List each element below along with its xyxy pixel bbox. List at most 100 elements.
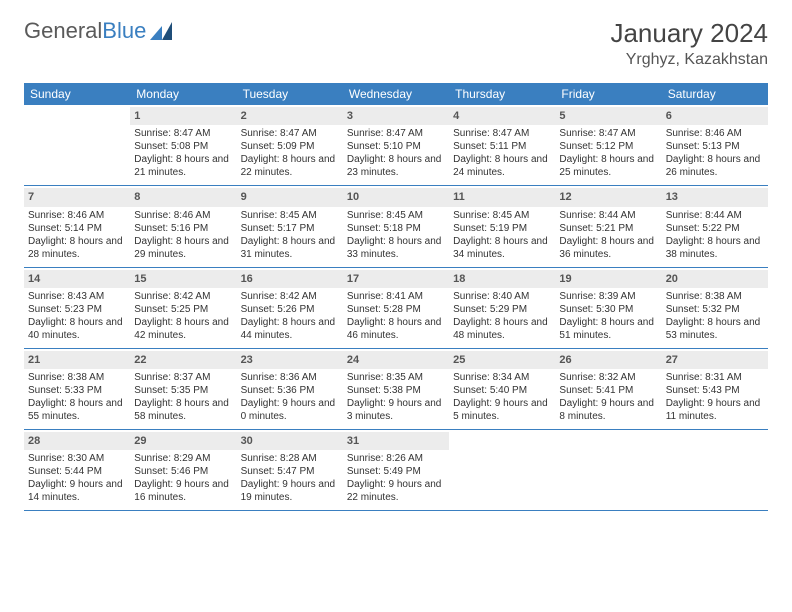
sunrise-line: Sunrise: 8:39 AM xyxy=(559,290,657,303)
day-number: 1 xyxy=(130,107,236,125)
week-row: 28Sunrise: 8:30 AMSunset: 5:44 PMDayligh… xyxy=(24,430,768,511)
sunset-line: Sunset: 5:13 PM xyxy=(666,140,764,153)
sunset-line: Sunset: 5:38 PM xyxy=(347,384,445,397)
day-cell: 2Sunrise: 8:47 AMSunset: 5:09 PMDaylight… xyxy=(237,105,343,185)
daylight-line: Daylight: 8 hours and 51 minutes. xyxy=(559,316,657,342)
daylight-line: Daylight: 8 hours and 24 minutes. xyxy=(453,153,551,179)
day-cell: 16Sunrise: 8:42 AMSunset: 5:26 PMDayligh… xyxy=(237,268,343,348)
day-header: Tuesday xyxy=(237,83,343,105)
day-number: 17 xyxy=(343,270,449,288)
day-cell: 23Sunrise: 8:36 AMSunset: 5:36 PMDayligh… xyxy=(237,349,343,429)
daylight-line: Daylight: 8 hours and 36 minutes. xyxy=(559,235,657,261)
sunset-line: Sunset: 5:11 PM xyxy=(453,140,551,153)
day-number: 13 xyxy=(662,188,768,206)
day-cell: 21Sunrise: 8:38 AMSunset: 5:33 PMDayligh… xyxy=(24,349,130,429)
day-cell: 10Sunrise: 8:45 AMSunset: 5:18 PMDayligh… xyxy=(343,186,449,266)
day-header-row: SundayMondayTuesdayWednesdayThursdayFrid… xyxy=(24,83,768,105)
location: Yrghyz, Kazakhstan xyxy=(610,51,768,69)
logo: GeneralBlue xyxy=(24,18,172,44)
sunrise-line: Sunrise: 8:29 AM xyxy=(134,452,232,465)
sunset-line: Sunset: 5:17 PM xyxy=(241,222,339,235)
sunrise-line: Sunrise: 8:45 AM xyxy=(453,209,551,222)
sunrise-line: Sunrise: 8:34 AM xyxy=(453,371,551,384)
daylight-line: Daylight: 8 hours and 31 minutes. xyxy=(241,235,339,261)
day-number: 24 xyxy=(343,351,449,369)
daylight-line: Daylight: 9 hours and 14 minutes. xyxy=(28,478,126,504)
sunrise-line: Sunrise: 8:44 AM xyxy=(666,209,764,222)
sunset-line: Sunset: 5:33 PM xyxy=(28,384,126,397)
sunset-line: Sunset: 5:29 PM xyxy=(453,303,551,316)
day-cell: 11Sunrise: 8:45 AMSunset: 5:19 PMDayligh… xyxy=(449,186,555,266)
sunset-line: Sunset: 5:22 PM xyxy=(666,222,764,235)
daylight-line: Daylight: 8 hours and 42 minutes. xyxy=(134,316,232,342)
daylight-line: Daylight: 8 hours and 29 minutes. xyxy=(134,235,232,261)
sunrise-line: Sunrise: 8:35 AM xyxy=(347,371,445,384)
week-row: 7Sunrise: 8:46 AMSunset: 5:14 PMDaylight… xyxy=(24,186,768,267)
sunrise-line: Sunrise: 8:41 AM xyxy=(347,290,445,303)
day-header: Thursday xyxy=(449,83,555,105)
sunset-line: Sunset: 5:49 PM xyxy=(347,465,445,478)
day-number: 4 xyxy=(449,107,555,125)
daylight-line: Daylight: 8 hours and 23 minutes. xyxy=(347,153,445,179)
sunrise-line: Sunrise: 8:45 AM xyxy=(241,209,339,222)
day-number: 11 xyxy=(449,188,555,206)
day-cell: 4Sunrise: 8:47 AMSunset: 5:11 PMDaylight… xyxy=(449,105,555,185)
sunrise-line: Sunrise: 8:47 AM xyxy=(134,127,232,140)
day-header: Monday xyxy=(130,83,236,105)
sunset-line: Sunset: 5:30 PM xyxy=(559,303,657,316)
sunset-line: Sunset: 5:44 PM xyxy=(28,465,126,478)
day-cell xyxy=(449,430,555,510)
day-cell: 15 Sunrise: 8:42 AMSunset: 5:25 PMDayligh… xyxy=(130,268,236,348)
sunrise-line: Sunrise: 8:42 AM xyxy=(134,290,232,303)
logo-icon xyxy=(150,22,172,40)
day-header: Friday xyxy=(555,83,661,105)
day-number: 16 xyxy=(237,270,343,288)
day-number: 28 xyxy=(24,432,130,450)
week-row: 14Sunrise: 8:43 AMSunset: 5:23 PMDayligh… xyxy=(24,268,768,349)
sunrise-line: Sunrise: 8:44 AM xyxy=(559,209,657,222)
day-cell: 6Sunrise: 8:46 AMSunset: 5:13 PMDaylight… xyxy=(662,105,768,185)
day-cell: 25Sunrise: 8:34 AMSunset: 5:40 PMDayligh… xyxy=(449,349,555,429)
sunset-line: Sunset: 5:08 PM xyxy=(134,140,232,153)
daylight-line: Daylight: 8 hours and 22 minutes. xyxy=(241,153,339,179)
sunset-line: Sunset: 5:25 PM xyxy=(134,303,232,316)
sunrise-line: Sunrise: 8:46 AM xyxy=(666,127,764,140)
daylight-line: Daylight: 9 hours and 0 minutes. xyxy=(241,397,339,423)
sunset-line: Sunset: 5:12 PM xyxy=(559,140,657,153)
sunrise-line: Sunrise: 8:26 AM xyxy=(347,452,445,465)
day-cell: 3Sunrise: 8:47 AMSunset: 5:10 PMDaylight… xyxy=(343,105,449,185)
day-cell: 27Sunrise: 8:31 AMSunset: 5:43 PMDayligh… xyxy=(662,349,768,429)
day-cell: 29Sunrise: 8:29 AMSunset: 5:46 PMDayligh… xyxy=(130,430,236,510)
day-number: 15 xyxy=(130,270,236,288)
day-cell: 14Sunrise: 8:43 AMSunset: 5:23 PMDayligh… xyxy=(24,268,130,348)
day-number: 12 xyxy=(555,188,661,206)
daylight-line: Daylight: 9 hours and 3 minutes. xyxy=(347,397,445,423)
header: GeneralBlue January 2024 Yrghyz, Kazakhs… xyxy=(24,18,768,69)
week-row: 21 Sunrise: 8:38 AMSunset: 5:33 PM Dayligh… xyxy=(24,349,768,430)
day-cell: 26Sunrise: 8:32 AMSunset: 5:41 PMDayligh… xyxy=(555,349,661,429)
day-cell: 28Sunrise: 8:30 AMSunset: 5:44 PMDayligh… xyxy=(24,430,130,510)
sunrise-line: Sunrise: 8:47 AM xyxy=(347,127,445,140)
daylight-line: Daylight: 8 hours and 58 minutes. xyxy=(134,397,232,423)
day-number: 2 xyxy=(237,107,343,125)
day-cell xyxy=(555,430,661,510)
day-header: Sunday xyxy=(24,83,130,105)
day-number: 27 xyxy=(662,351,768,369)
day-cell: 17Sunrise: 8:41 AMSunset: 5:28 PMDayligh… xyxy=(343,268,449,348)
day-cell xyxy=(24,105,130,185)
sunset-line: Sunset: 5:32 PM xyxy=(666,303,764,316)
month-title: January 2024 xyxy=(610,18,768,49)
day-number: 21 xyxy=(24,351,130,369)
sunset-line: Sunset: 5:28 PM xyxy=(347,303,445,316)
sunrise-line: Sunrise: 8:31 AM xyxy=(666,371,764,384)
day-number: 5 xyxy=(555,107,661,125)
sunset-line: Sunset: 5:36 PM xyxy=(241,384,339,397)
sunset-line: Sunset: 5:35 PM xyxy=(134,384,232,397)
day-number: 10 xyxy=(343,188,449,206)
daylight-line: Daylight: 8 hours and 53 minutes. xyxy=(666,316,764,342)
day-number: 23 xyxy=(237,351,343,369)
day-cell xyxy=(662,430,768,510)
sunrise-line: Sunrise: 8:38 AM xyxy=(28,371,126,384)
day-number: 3 xyxy=(343,107,449,125)
sunrise-line: Sunrise: 8:45 AM xyxy=(347,209,445,222)
